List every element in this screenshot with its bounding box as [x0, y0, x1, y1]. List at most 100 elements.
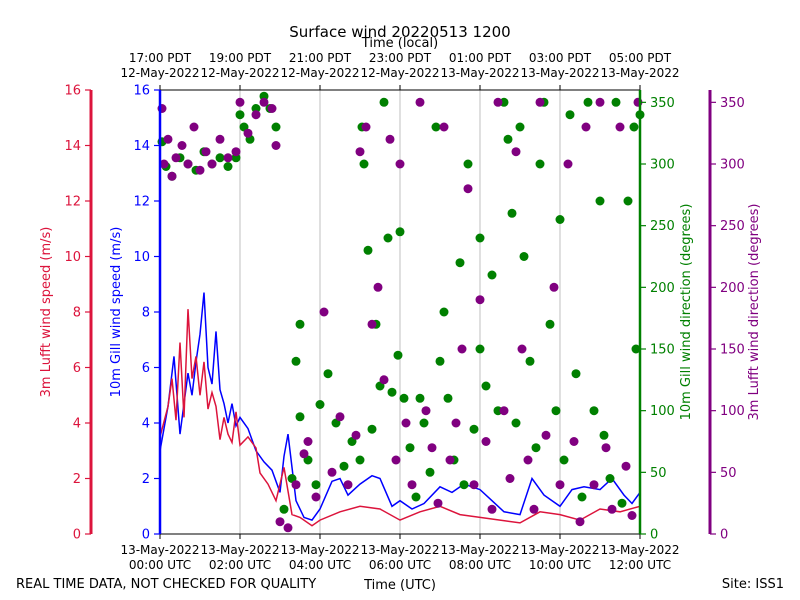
x-tick-label-date: 13-May-2022 [360, 543, 439, 557]
point-lufft_dir [385, 134, 395, 144]
y-tick-label-gill_dir: 0 [650, 528, 658, 543]
point-lufft_dir [275, 517, 285, 527]
point-gill_dir [387, 387, 397, 397]
point-gill_dir [519, 252, 529, 261]
x-tick-label-date: 13-May-2022 [280, 543, 359, 557]
x-tick-label-local-date: 12-May-2022 [200, 66, 279, 80]
top-axis-label: Time (local) [361, 36, 438, 51]
point-gill_dir [435, 356, 445, 366]
point-lufft_dir [421, 406, 431, 416]
point-lufft_dir [415, 97, 425, 107]
y-tick-label-lufft_speed: 8 [73, 306, 81, 321]
point-lufft_dir [183, 159, 193, 169]
series-line-gill_speed [159, 292, 641, 521]
point-gill_dir [617, 498, 627, 508]
x-tick-label-local-time: 17:00 PDT [129, 51, 192, 65]
x-tick-label-local-time: 19:00 PDT [209, 51, 272, 65]
point-lufft_dir [283, 523, 293, 533]
point-lufft_dir [469, 480, 479, 490]
point-lufft_dir [167, 171, 177, 181]
point-lufft_dir [517, 344, 527, 354]
point-lufft_dir [159, 159, 169, 169]
point-gill_dir [251, 104, 261, 113]
x-tick-label-local-date: 12-May-2022 [120, 66, 199, 80]
point-lufft_dir [493, 97, 503, 107]
x-tick-label-local-date: 13-May-2022 [520, 66, 599, 80]
point-lufft_dir [373, 282, 383, 292]
point-gill_dir [367, 424, 377, 434]
point-lufft_dir [367, 319, 377, 329]
point-lufft_dir [427, 443, 437, 453]
point-lufft_dir [351, 430, 361, 440]
point-lufft_dir [627, 511, 637, 520]
point-lufft_dir [303, 437, 313, 446]
y-tick-label-gill_dir: 50 [650, 466, 667, 481]
site-label: Site: ISS1 [722, 577, 784, 592]
y-axis-label-lufft_dir: 3m Lufft wind direction (degrees) [747, 204, 762, 421]
point-lufft_dir [379, 375, 389, 385]
y-tick-label-lufft_speed: 10 [64, 250, 81, 265]
point-lufft_dir [311, 492, 321, 502]
point-gill_dir [475, 233, 485, 243]
point-gill_dir [295, 319, 305, 329]
point-lufft_dir [251, 110, 261, 120]
y-tick-label-lufft_dir: 150 [720, 343, 745, 358]
point-lufft_dir [319, 307, 329, 317]
point-lufft_dir [195, 165, 205, 175]
point-lufft_dir [189, 122, 199, 132]
point-gill_dir [399, 393, 409, 403]
y-tick-label-gill_speed: 8 [142, 306, 150, 321]
point-lufft_dir [391, 455, 401, 465]
point-lufft_dir [231, 147, 241, 157]
y-axis-label-gill_speed: 10m Gill wind speed (m/s) [109, 227, 124, 398]
point-lufft_dir [401, 418, 411, 428]
point-gill_dir [235, 110, 245, 120]
point-lufft_dir [243, 128, 253, 138]
point-lufft_dir [395, 159, 405, 169]
point-gill_dir [531, 443, 541, 453]
y-tick-label-lufft_dir: 350 [720, 96, 745, 111]
point-gill_dir [565, 110, 575, 120]
point-lufft_dir [607, 504, 617, 514]
y-tick-label-lufft_speed: 4 [73, 417, 81, 432]
x-tick-label-date: 13-May-2022 [200, 543, 279, 557]
point-gill_dir [443, 393, 453, 403]
point-lufft_dir [215, 134, 225, 144]
point-gill_dir [359, 159, 369, 169]
y-tick-label-gill_dir: 200 [650, 281, 675, 296]
point-lufft_dir [439, 122, 449, 132]
y-tick-label-gill_speed: 16 [133, 84, 150, 99]
point-lufft_dir [581, 122, 591, 132]
point-lufft_dir [615, 122, 625, 132]
x-tick-label-local-time: 21:00 PDT [289, 51, 352, 65]
y-tick-label-lufft_dir: 250 [720, 219, 745, 234]
point-gill_dir [515, 122, 525, 132]
point-lufft_dir [563, 159, 573, 169]
y-axis-label-lufft_speed: 3m Lufft wind speed (m/s) [39, 227, 54, 398]
x-tick-label-date: 13-May-2022 [440, 543, 519, 557]
point-lufft_dir [327, 467, 337, 477]
point-gill_dir [295, 412, 305, 422]
point-gill_dir [315, 400, 325, 409]
x-tick-label-local-time: 03:00 PDT [529, 51, 592, 65]
point-lufft_dir [595, 97, 605, 107]
point-lufft_dir [361, 122, 371, 132]
point-gill_dir [223, 162, 233, 171]
point-gill_dir [551, 406, 561, 416]
point-gill_dir [535, 159, 545, 169]
y-tick-label-lufft_speed: 16 [64, 84, 81, 99]
y-tick-label-lufft_speed: 14 [64, 139, 81, 154]
x-tick-label-local-time: 05:00 PDT [609, 51, 672, 65]
point-lufft_dir [259, 97, 269, 107]
point-gill_dir [425, 467, 435, 477]
point-gill_dir [215, 153, 225, 163]
point-lufft_dir [343, 480, 353, 490]
x-tick-label-local-time: 01:00 PDT [449, 51, 512, 65]
point-lufft_dir [589, 480, 599, 490]
x-tick-label-local-time: 23:00 PDT [369, 51, 432, 65]
x-tick-label-local-date: 13-May-2022 [600, 66, 679, 80]
point-lufft_dir [163, 134, 173, 144]
y-tick-label-gill_speed: 6 [142, 361, 150, 376]
y-tick-label-lufft_speed: 2 [73, 472, 81, 487]
y-tick-label-lufft_dir: 300 [720, 158, 745, 173]
